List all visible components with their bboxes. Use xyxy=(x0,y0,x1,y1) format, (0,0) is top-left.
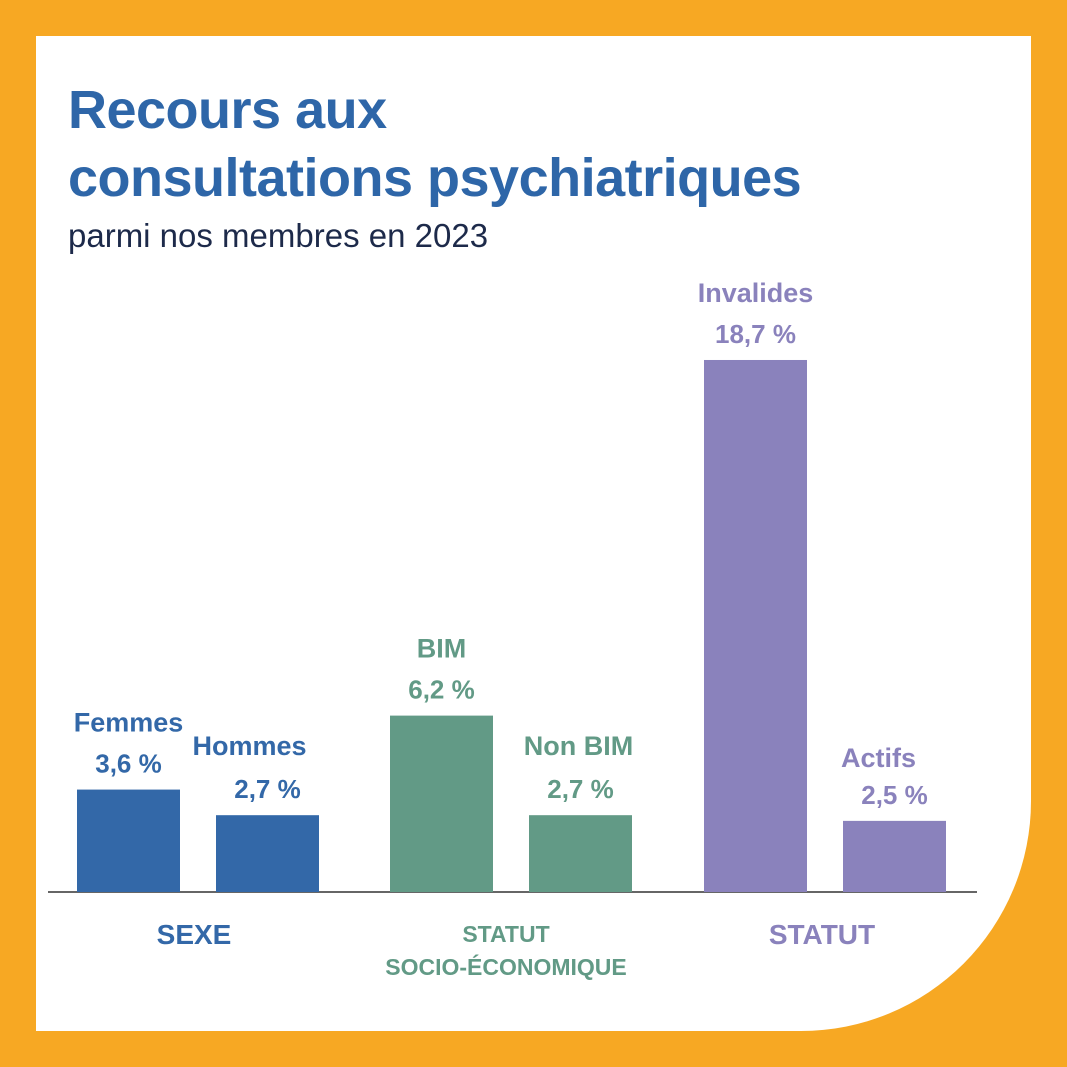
bar-label-invalides: Invalides xyxy=(698,278,814,308)
value-label-invalides: 18,7 % xyxy=(715,319,796,349)
logo-text: mutualités libres xyxy=(905,945,970,973)
bar-label-hommes: Hommes xyxy=(192,731,306,761)
bar-label-bim: BIM xyxy=(417,634,467,664)
bar-hommes xyxy=(216,815,319,892)
group-label-statut: STATUT xyxy=(769,919,875,950)
value-label-bim: 6,2 % xyxy=(408,675,475,705)
title-line-2: consultations psychiatriques xyxy=(68,148,802,208)
title-line-1: Recours aux xyxy=(68,80,387,140)
page-title: Recours aux consultations psychiatriques xyxy=(68,76,802,212)
bar-femmes xyxy=(77,789,180,892)
logo-swoosh-icon xyxy=(888,947,900,976)
logo-text-line-2: libres xyxy=(905,958,940,973)
value-label-hommes: 2,7 % xyxy=(234,774,301,804)
bar-bim xyxy=(390,715,493,892)
mutualites-libres-logo: mutualités libres xyxy=(888,945,970,977)
group-label-statut-socio-economique-line-2: SOCIO-ÉCONOMIQUE xyxy=(385,953,627,980)
group-label-statut-socio-economique-line-1: STATUT xyxy=(462,921,549,947)
bar-invalides xyxy=(704,359,807,892)
bar-non-bim xyxy=(529,815,632,892)
group-label-sexe: SEXE xyxy=(157,919,232,950)
value-label-femmes: 3,6 % xyxy=(95,749,162,779)
bar-label-femmes: Femmes xyxy=(74,708,184,738)
value-label-non-bim: 2,7 % xyxy=(547,774,614,804)
value-label-actifs: 2,5 % xyxy=(861,780,928,810)
bar-label-non-bim: Non BIM xyxy=(524,731,633,761)
bar-label-actifs: Actifs xyxy=(841,743,916,773)
logo-text-line-1: mutualités xyxy=(905,944,971,959)
page-subtitle: parmi nos membres en 2023 xyxy=(68,217,489,254)
bar-actifs xyxy=(843,820,946,892)
